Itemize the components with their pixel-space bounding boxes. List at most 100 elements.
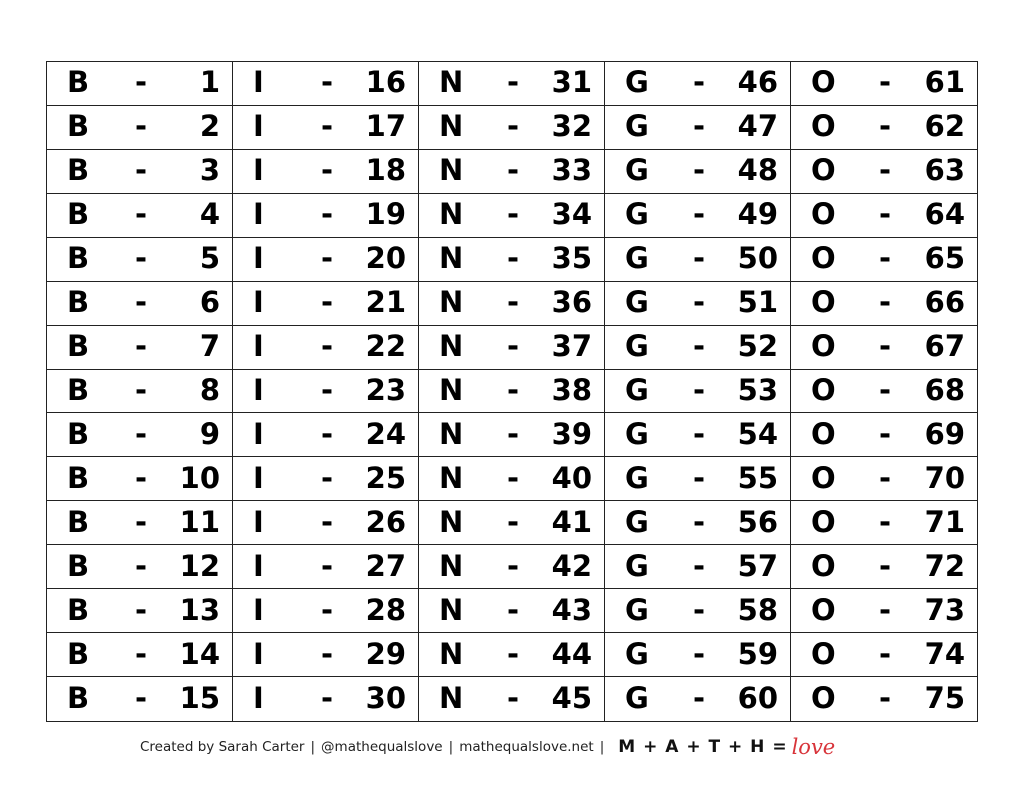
cell-dash: - — [879, 460, 892, 495]
cell-letter: B — [67, 65, 90, 100]
bingo-cell: N -35 — [419, 237, 605, 282]
cell-number: 20 — [365, 241, 406, 276]
cell-letter: G — [625, 680, 649, 715]
cell-dash: - — [321, 680, 334, 715]
cell-number: 22 — [365, 328, 406, 363]
cell-dash: - — [693, 109, 706, 144]
cell-number: 72 — [924, 548, 965, 583]
cell-letter: N — [439, 285, 464, 320]
cell-letter: B — [67, 636, 90, 671]
cell-dash: - — [879, 504, 892, 539]
cell-dash: - — [135, 592, 148, 627]
cell-number: 28 — [365, 592, 406, 627]
footer-math-logo: M + A + T + H = — [618, 737, 788, 757]
cell-dash: - — [321, 504, 334, 539]
cell-letter: O — [811, 548, 836, 583]
cell-dash: - — [321, 241, 334, 276]
bingo-cell: I -22 — [233, 325, 419, 370]
cell-letter: N — [439, 197, 464, 232]
bingo-cell: B - 1 — [47, 62, 233, 106]
cell-number: 59 — [737, 636, 778, 671]
cell-number: 17 — [365, 109, 406, 144]
cell-number: 74 — [924, 636, 965, 671]
cell-number: 70 — [924, 460, 965, 495]
cell-number: 6 — [199, 285, 220, 320]
cell-letter: O — [811, 372, 836, 407]
cell-letter: G — [625, 636, 649, 671]
cell-letter: B — [67, 197, 90, 232]
cell-letter: G — [625, 460, 649, 495]
cell-dash: - — [135, 680, 148, 715]
cell-number: 51 — [737, 285, 778, 320]
cell-number: 49 — [737, 197, 778, 232]
cell-letter: B — [67, 241, 90, 276]
bingo-cell: G -54 — [605, 413, 791, 458]
bingo-cell: N -39 — [419, 413, 605, 458]
cell-number: 15 — [179, 680, 220, 715]
bingo-cell: O -66 — [791, 282, 977, 326]
cell-dash: - — [693, 548, 706, 583]
bingo-cell: B - 7 — [47, 325, 233, 370]
bingo-cell: O -64 — [791, 194, 977, 238]
cell-dash: - — [879, 328, 892, 363]
cell-letter: B — [67, 504, 90, 539]
cell-number: 60 — [737, 680, 778, 715]
bingo-cell: I -26 — [233, 501, 419, 546]
cell-dash: - — [879, 285, 892, 320]
cell-number: 24 — [365, 416, 406, 451]
footer-handle: @mathequalslove — [321, 739, 443, 755]
cell-dash: - — [879, 416, 892, 451]
cell-letter: B — [67, 460, 90, 495]
cell-dash: - — [135, 65, 148, 100]
cell-letter: N — [439, 372, 464, 407]
cell-letter: I — [253, 680, 264, 715]
bingo-cell: G -56 — [605, 501, 791, 546]
bingo-cell: N -42 — [419, 545, 605, 590]
cell-dash: - — [507, 109, 520, 144]
bingo-cell: N -38 — [419, 369, 605, 414]
cell-number: 30 — [365, 680, 406, 715]
bingo-cell: B -10 — [47, 457, 233, 502]
footer-credit: Created by Sarah Carter — [140, 739, 305, 755]
cell-letter: I — [253, 504, 264, 539]
cell-letter: G — [625, 153, 649, 188]
cell-number: 19 — [365, 197, 406, 232]
bingo-cell: B -14 — [47, 633, 233, 678]
cell-dash: - — [507, 241, 520, 276]
bingo-cell: I -23 — [233, 369, 419, 414]
cell-number: 48 — [737, 153, 778, 188]
cell-number: 32 — [551, 109, 592, 144]
cell-number: 1 — [199, 65, 220, 100]
bingo-cell: N -45 — [419, 677, 605, 721]
bingo-cell: O -75 — [791, 677, 977, 721]
bingo-cell: I -19 — [233, 193, 419, 238]
cell-number: 31 — [551, 65, 592, 100]
cell-dash: - — [135, 636, 148, 671]
bingo-cell: O -72 — [791, 545, 977, 590]
cell-letter: I — [253, 65, 264, 100]
cell-dash: - — [507, 153, 520, 188]
cell-letter: G — [625, 504, 649, 539]
cell-number: 33 — [551, 153, 592, 188]
bingo-cell: I -30 — [233, 677, 419, 721]
bingo-cell: I -21 — [233, 281, 419, 326]
bingo-cell: N -37 — [419, 325, 605, 370]
cell-dash: - — [507, 460, 520, 495]
cell-dash: - — [135, 197, 148, 232]
cell-dash: - — [135, 372, 148, 407]
cell-number: 53 — [737, 372, 778, 407]
bingo-cell: G -52 — [605, 325, 791, 370]
cell-number: 57 — [737, 548, 778, 583]
bingo-calling-grid: B -1 I -16 N -31 G -46 O -61 B -2 I -17 N -32 G -47 O -62 B -… — [46, 61, 978, 722]
cell-dash: - — [693, 285, 706, 320]
cell-number: 56 — [737, 504, 778, 539]
cell-dash: - — [321, 109, 334, 144]
cell-number: 25 — [365, 460, 406, 495]
cell-dash: - — [321, 197, 334, 232]
bingo-cell: G -50 — [605, 237, 791, 282]
bingo-cell: G -51 — [605, 281, 791, 326]
cell-letter: O — [811, 592, 836, 627]
cell-number: 64 — [924, 197, 965, 232]
cell-dash: - — [879, 372, 892, 407]
bingo-cell: B - 2 — [47, 105, 233, 150]
